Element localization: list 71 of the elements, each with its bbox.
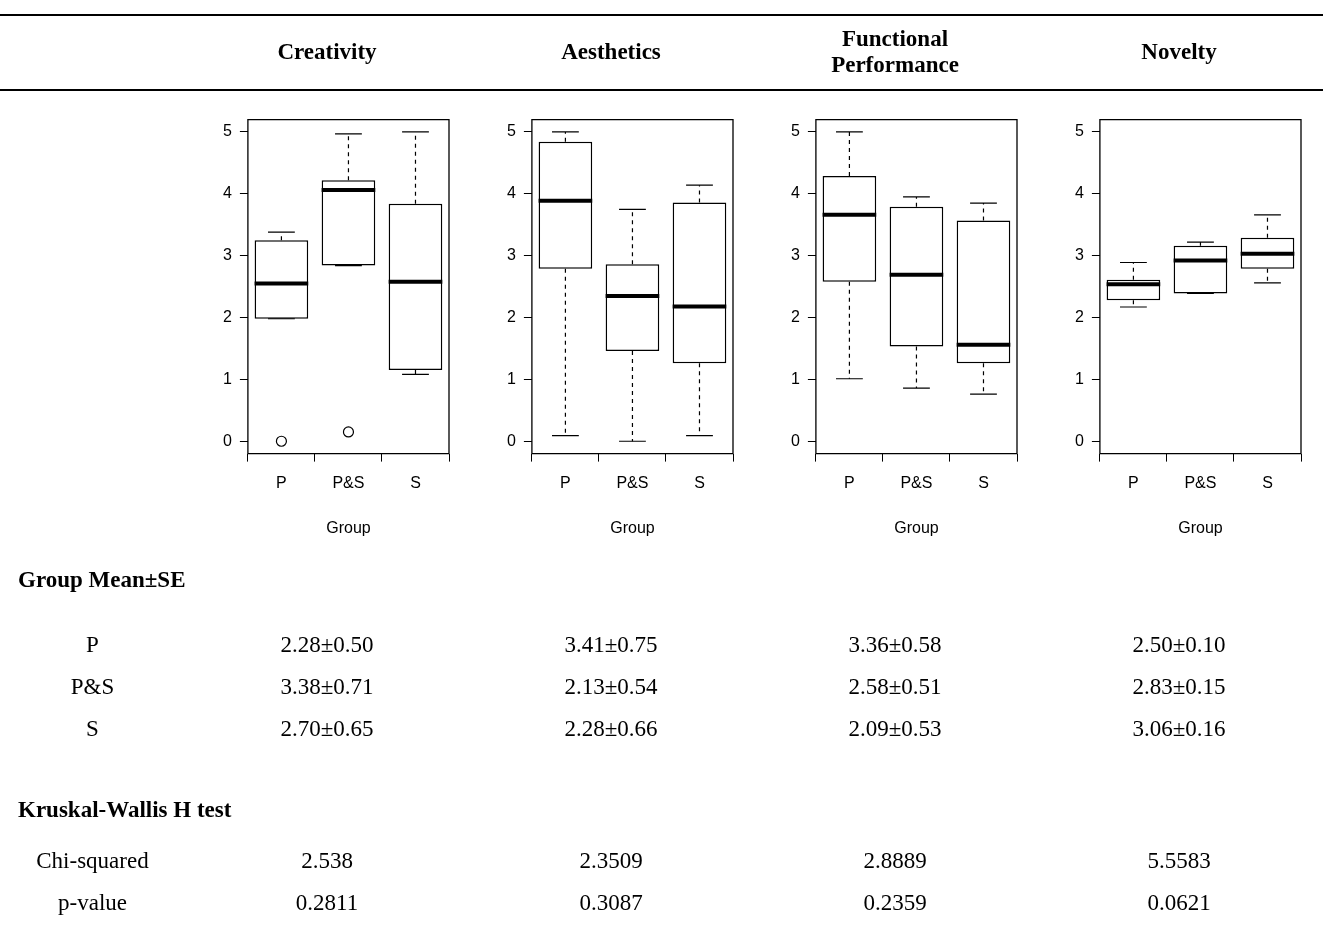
text: 0.3087 [579, 890, 643, 915]
y-tick-label: 5 [506, 122, 516, 140]
text: 2.09±0.53 [848, 716, 942, 741]
x-axis-title: Group [610, 518, 655, 536]
text: 2.3509 [579, 848, 643, 873]
text: 3.06±0.16 [1132, 716, 1226, 741]
y-tick-label: 2 [1074, 307, 1084, 325]
y-tick-label: 5 [222, 122, 232, 140]
text: Group Mean±SE [17, 566, 187, 594]
x-axis-title: Group [894, 518, 939, 536]
text: 3.41±0.75 [564, 632, 658, 657]
y-tick-label: 4 [790, 184, 800, 202]
y-tick-label: 0 [506, 431, 516, 449]
x-tick-label: S [410, 473, 421, 491]
y-tick-label: 1 [1074, 369, 1084, 387]
text: Kruskal-Wallis H test [17, 796, 233, 824]
category-label: S [86, 716, 99, 741]
chart-title: Functional Performance [830, 25, 960, 79]
text: 2.28±0.66 [564, 716, 658, 741]
x-axis-title: Group [1178, 518, 1223, 536]
x-tick-label: P&S [616, 473, 649, 491]
y-tick-label: 2 [506, 307, 516, 325]
text: 2.8889 [863, 848, 927, 873]
y-tick-label: 3 [790, 246, 800, 264]
y-tick-label: 1 [506, 369, 516, 387]
y-tick-label: 5 [790, 122, 800, 140]
y-tick-label: 2 [790, 307, 800, 325]
category-label: P [86, 632, 99, 657]
x-tick-label: P [560, 473, 571, 491]
x-tick-label: S [694, 473, 705, 491]
y-tick-label: 4 [222, 184, 232, 202]
x-tick-label: P [276, 473, 287, 491]
x-axis-title: Group [326, 518, 371, 536]
y-tick-label: 0 [790, 431, 800, 449]
y-tick-label: 3 [222, 246, 232, 264]
y-tick-label: 0 [222, 431, 232, 449]
category-label: p-value [58, 890, 127, 915]
y-tick-label: 1 [790, 369, 800, 387]
text: 0.2359 [863, 890, 927, 915]
text: 2.28±0.50 [280, 632, 374, 657]
x-tick-label: P&S [1184, 473, 1217, 491]
x-tick-label: S [1262, 473, 1273, 491]
chart-title: Aesthetics [560, 38, 662, 66]
y-tick-label: 0 [1074, 431, 1084, 449]
text: 2.538 [301, 848, 353, 873]
text: 0.2811 [295, 890, 359, 915]
chart-title: Creativity [276, 38, 378, 66]
text: 2.70±0.65 [280, 716, 374, 741]
y-tick-label: 3 [1074, 246, 1084, 264]
text: 3.36±0.58 [848, 632, 942, 657]
x-tick-label: P&S [332, 473, 365, 491]
x-tick-label: S [978, 473, 989, 491]
x-tick-label: P [844, 473, 855, 491]
x-tick-label: P&S [900, 473, 933, 491]
y-tick-label: 2 [222, 307, 232, 325]
chart-title: Novelty [1140, 38, 1218, 66]
text: 3.38±0.71 [280, 674, 374, 699]
y-tick-label: 5 [1074, 122, 1084, 140]
text: 2.50±0.10 [1132, 632, 1226, 657]
text: 0.0621 [1147, 890, 1211, 915]
y-tick-label: 4 [1074, 184, 1084, 202]
text: 2.83±0.15 [1132, 674, 1226, 699]
y-tick-label: 1 [222, 369, 232, 387]
category-label: P&S [70, 674, 115, 699]
y-tick-label: 3 [506, 246, 516, 264]
text: 2.58±0.51 [848, 674, 942, 699]
text: 2.13±0.54 [564, 674, 658, 699]
text: 5.5583 [1147, 848, 1211, 873]
y-tick-label: 4 [506, 184, 516, 202]
x-tick-label: P [1128, 473, 1139, 491]
category-label: Chi-squared [36, 848, 149, 873]
